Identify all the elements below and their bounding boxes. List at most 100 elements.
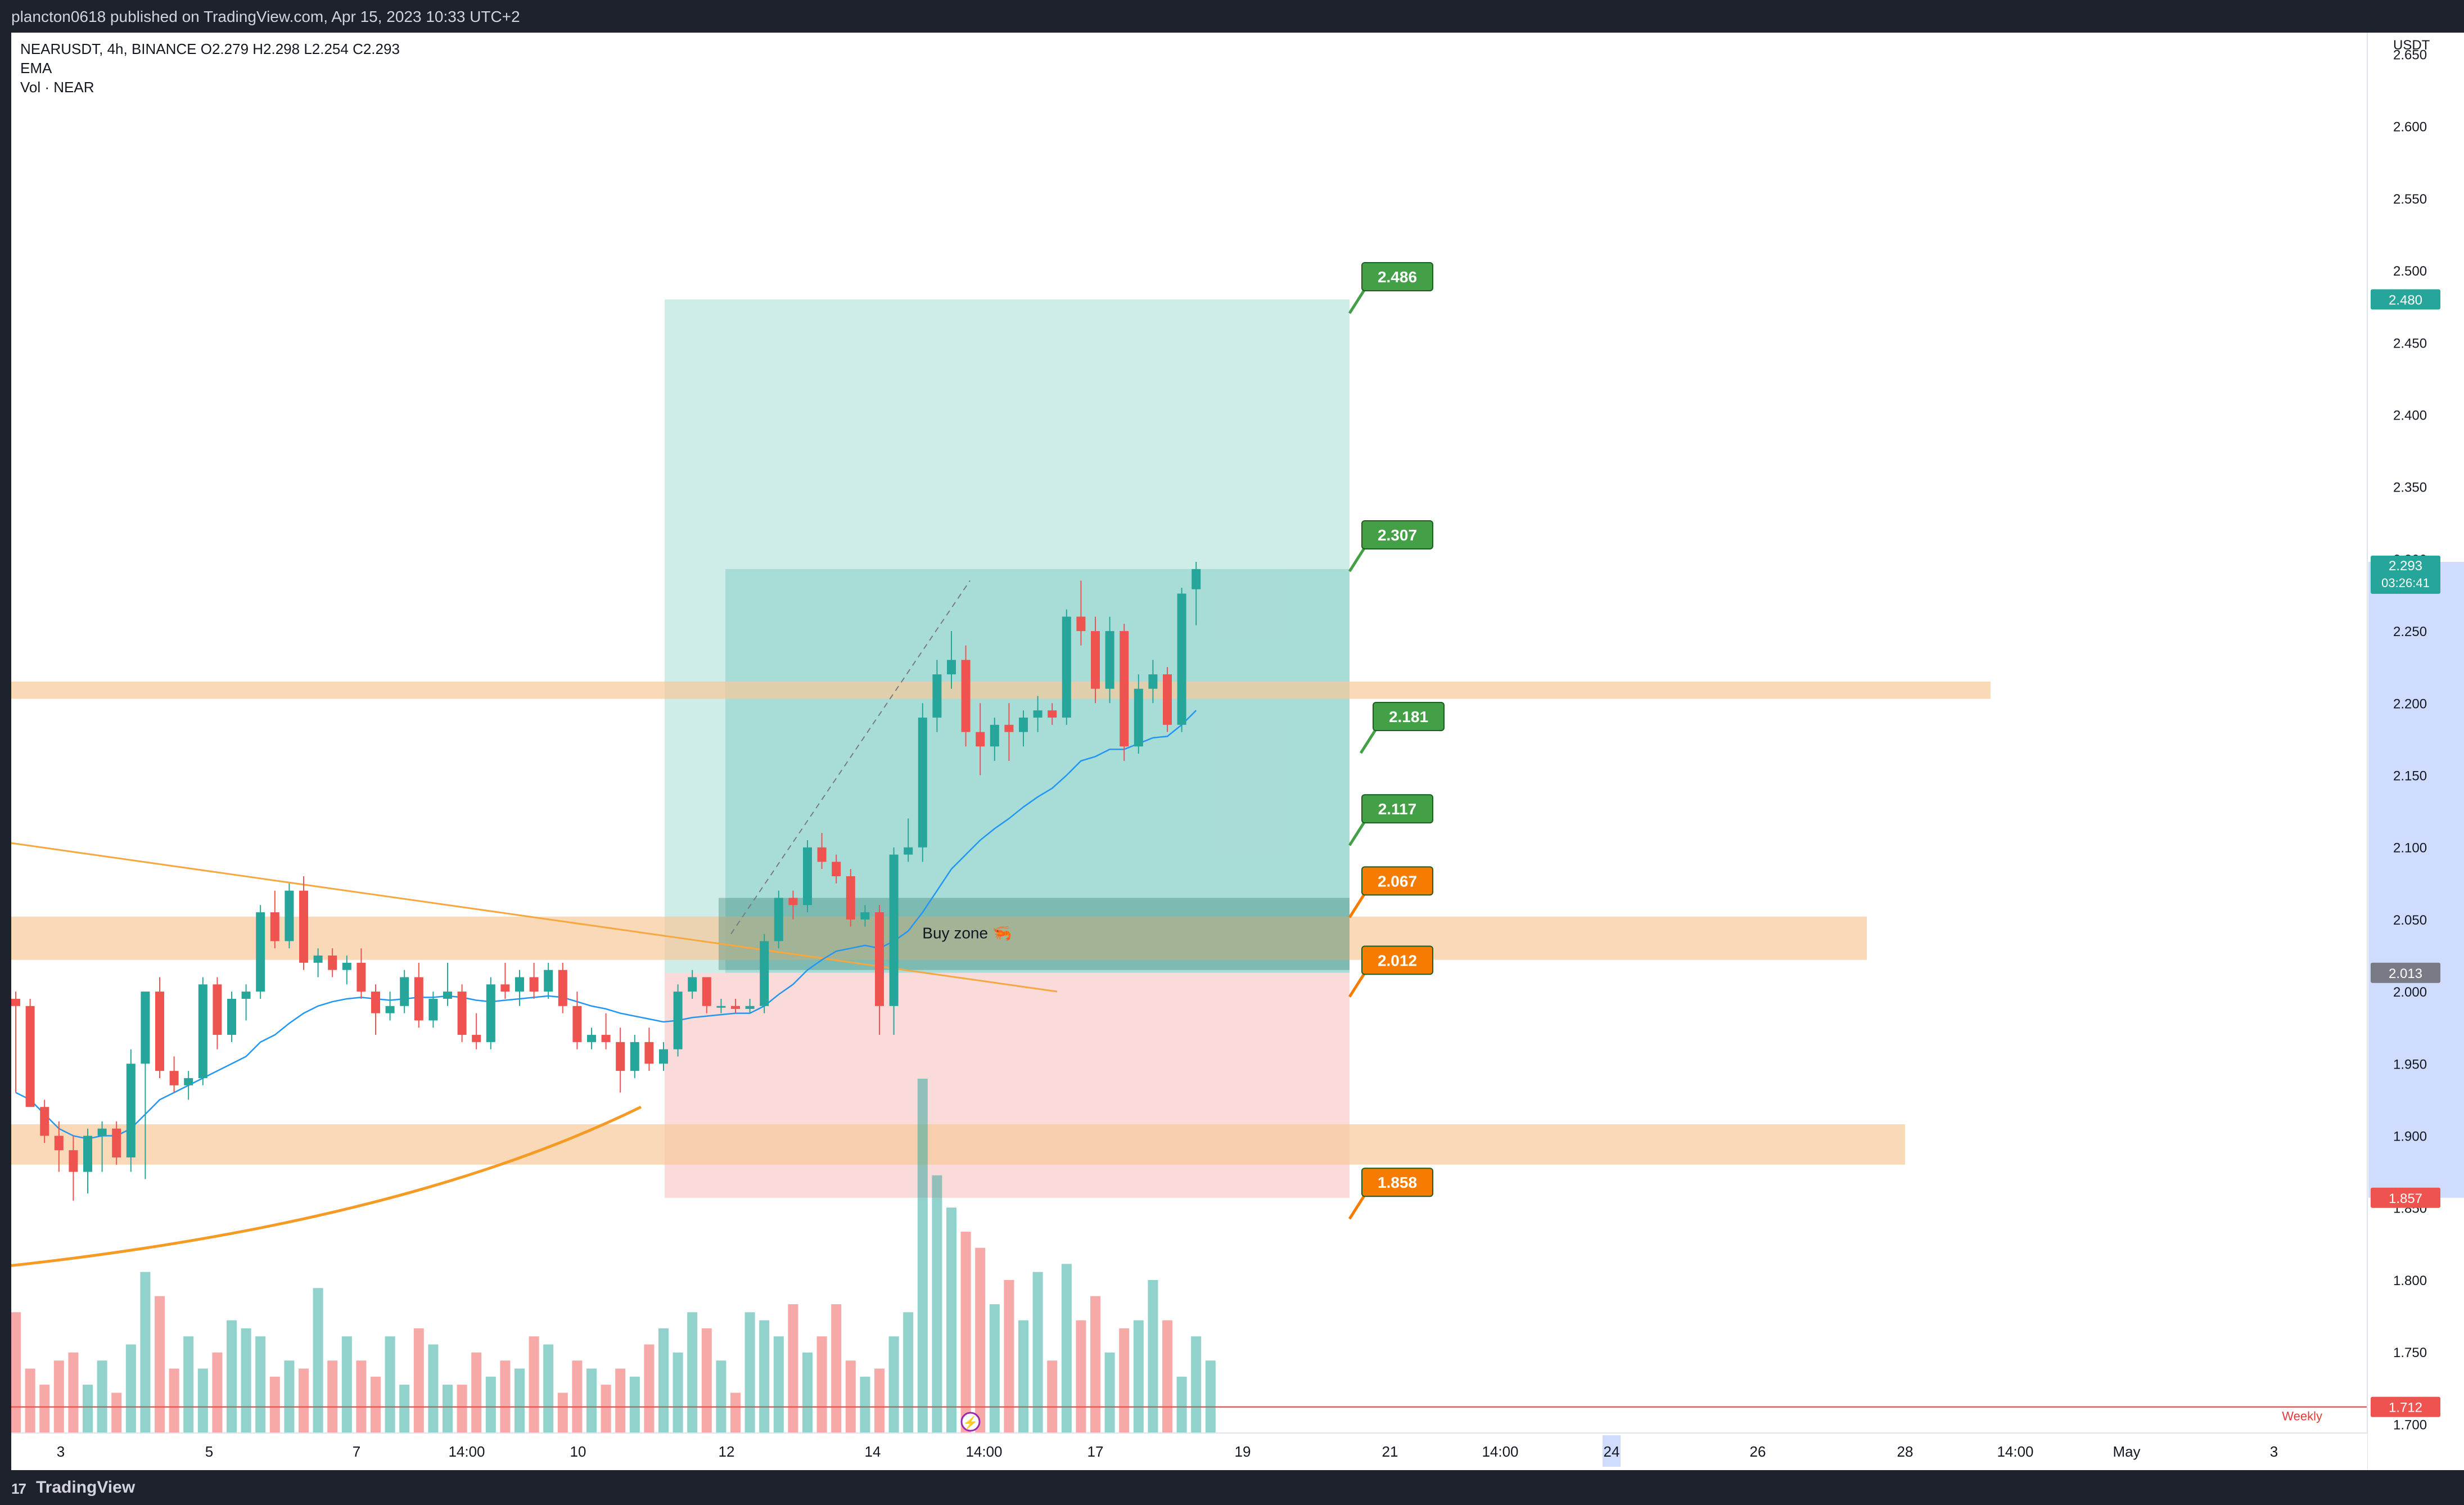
price-tick: 2.050 bbox=[2393, 913, 2427, 928]
callout-box bbox=[1361, 262, 1433, 291]
candle bbox=[342, 956, 351, 985]
candle bbox=[788, 890, 798, 920]
volume-bar bbox=[284, 1360, 295, 1433]
candle bbox=[832, 854, 841, 884]
entry-badge: 2.013 bbox=[2371, 962, 2440, 983]
chart-area[interactable]: Weekly Buy zone 🦐 2.486 2.307 2.181 2.117 2.06… bbox=[11, 33, 2464, 1470]
candle bbox=[918, 703, 927, 862]
candle bbox=[11, 992, 20, 1093]
candle-body bbox=[241, 992, 251, 999]
candle-body bbox=[54, 1135, 64, 1151]
price-tick: 1.750 bbox=[2393, 1345, 2427, 1360]
volume-bar bbox=[155, 1296, 165, 1433]
candle bbox=[1163, 667, 1172, 732]
chart-canvas[interactable]: Weekly Buy zone 🦐 2.486 2.307 2.181 2.117 2.06… bbox=[11, 33, 2464, 1470]
volume-bar bbox=[53, 1360, 64, 1433]
symbol-legend[interactable]: NEARUSDT, 4h, BINANCE O2.279 H2.298 L2.2… bbox=[20, 40, 400, 57]
weekly-label: Weekly bbox=[2282, 1409, 2322, 1423]
time-tick: 3 bbox=[2270, 1443, 2278, 1460]
price-axis-highlight bbox=[2368, 562, 2464, 1198]
candle-body bbox=[270, 912, 279, 941]
candle bbox=[889, 847, 899, 1035]
candle bbox=[414, 962, 423, 1028]
candle bbox=[385, 992, 395, 1021]
callout-pointer bbox=[1348, 891, 1367, 918]
candle bbox=[860, 905, 870, 927]
candle bbox=[1120, 624, 1129, 761]
candle-body bbox=[1004, 724, 1014, 732]
tradingview-brand[interactable]: TradingView bbox=[36, 1478, 136, 1497]
ema-legend[interactable]: EMA bbox=[20, 60, 52, 76]
candle-body bbox=[184, 1078, 193, 1085]
candle-body bbox=[644, 1042, 654, 1064]
volume-bar bbox=[68, 1352, 79, 1433]
weekly-badge-text: 1.712 bbox=[2389, 1400, 2422, 1416]
volume-bar bbox=[457, 1385, 467, 1433]
candle bbox=[213, 977, 222, 1049]
candle-body bbox=[40, 1107, 49, 1136]
callout-pointer bbox=[1348, 546, 1367, 573]
entry-badge-text: 2.013 bbox=[2389, 966, 2422, 981]
candle bbox=[313, 948, 323, 977]
candle-body bbox=[155, 992, 164, 1071]
candle bbox=[515, 970, 524, 1006]
volume-bar bbox=[586, 1368, 597, 1433]
candle-body bbox=[572, 1006, 582, 1042]
volume-bar bbox=[227, 1320, 237, 1433]
candle bbox=[990, 717, 999, 761]
candle bbox=[285, 883, 294, 949]
candle bbox=[745, 998, 755, 1013]
tradingview-logo-icon[interactable]: 17 bbox=[11, 1480, 26, 1497]
volume-bar bbox=[25, 1368, 35, 1433]
candle-body bbox=[11, 998, 20, 1006]
bottom-bar: 17 TradingView bbox=[0, 1470, 2464, 1505]
volume-bar bbox=[572, 1360, 583, 1433]
price-tick: 2.450 bbox=[2393, 336, 2427, 351]
volume-bar bbox=[802, 1352, 813, 1433]
candle bbox=[241, 984, 251, 1021]
volume-bar bbox=[443, 1385, 453, 1433]
candle bbox=[328, 948, 337, 977]
candle bbox=[1091, 616, 1100, 704]
volume-bar bbox=[673, 1352, 683, 1433]
candle-body bbox=[356, 962, 366, 992]
volume-bar bbox=[471, 1352, 482, 1433]
candle bbox=[1177, 588, 1186, 732]
volume-bar bbox=[1047, 1360, 1058, 1433]
volume-bar bbox=[39, 1385, 50, 1433]
candle-body bbox=[1048, 710, 1057, 718]
volume-bar bbox=[1176, 1376, 1187, 1433]
candle bbox=[371, 984, 380, 1035]
candle-body bbox=[803, 847, 812, 905]
volume-bar bbox=[500, 1360, 511, 1433]
volume-bar bbox=[183, 1336, 194, 1433]
volume-bar bbox=[759, 1320, 770, 1433]
volume-bar bbox=[212, 1352, 223, 1433]
candle-body bbox=[1192, 569, 1201, 589]
candle bbox=[1033, 696, 1043, 732]
candle bbox=[760, 934, 769, 1013]
candle-body bbox=[1091, 631, 1100, 689]
ema-line bbox=[15, 710, 1197, 1139]
volume-bar bbox=[557, 1393, 568, 1433]
candle-body bbox=[846, 876, 855, 920]
candle-body bbox=[126, 1064, 136, 1157]
filled-progress-zone bbox=[725, 569, 1350, 973]
volume-bar bbox=[371, 1376, 381, 1433]
time-highlight bbox=[1603, 1435, 1621, 1467]
candle bbox=[486, 977, 495, 1049]
callout-pointer bbox=[1348, 1193, 1367, 1220]
volume-bar bbox=[341, 1336, 352, 1433]
candle bbox=[572, 992, 582, 1049]
price-tick: 1.950 bbox=[2393, 1057, 2427, 1072]
ascending-trendline bbox=[11, 1106, 642, 1267]
candle-body bbox=[486, 984, 495, 1042]
price-tick: 2.100 bbox=[2393, 841, 2427, 856]
callout-box bbox=[1361, 866, 1433, 896]
price-tick: 2.350 bbox=[2393, 480, 2427, 495]
price-callout: 2.012 bbox=[1348, 945, 1433, 998]
candle-body bbox=[616, 1042, 625, 1071]
candle-body bbox=[630, 1042, 639, 1071]
volume-legend[interactable]: Vol · NEAR bbox=[20, 79, 94, 96]
